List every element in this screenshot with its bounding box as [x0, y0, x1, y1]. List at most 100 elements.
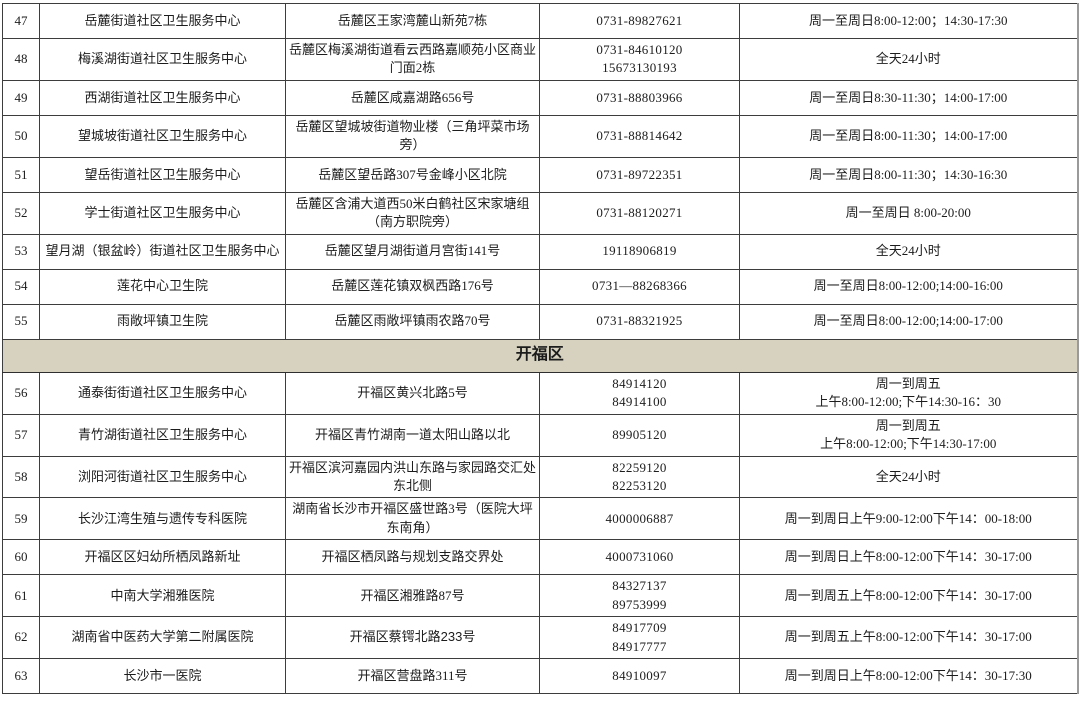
cell-hours: 全天24小时 — [739, 233, 1078, 270]
cell-address: 开福区蔡锷北路233号 — [285, 616, 540, 660]
cell-address: 岳麓区莲花镇双枫西路176号 — [285, 268, 540, 305]
cell-facility-name: 梅溪湖街道社区卫生服务中心 — [39, 38, 286, 81]
cell-hours: 周一到周五上午8:00-12:00下午14：30-17:00 — [739, 616, 1078, 660]
cell-facility-name: 长沙江湾生殖与遗传专科医院 — [39, 497, 286, 541]
cell-phone: 4000731060 — [539, 539, 740, 576]
table-row: 62 湖南省中医药大学第二附属医院 开福区蔡锷北路233号 84917709 8… — [2, 616, 1078, 660]
health-centers-table: 47 岳麓街道社区卫生服务中心 岳麓区王家湾麓山新苑7栋 0731-898276… — [2, 3, 1079, 695]
cell-index: 50 — [2, 114, 40, 158]
cell-facility-name: 望岳街道社区卫生服务中心 — [39, 156, 286, 193]
cell-facility-name: 岳麓街道社区卫生服务中心 — [39, 3, 286, 39]
table-row: 54 莲花中心卫生院 岳麓区莲花镇双枫西路176号 0731—88268366 … — [2, 268, 1078, 305]
table-row: 49 西湖街道社区卫生服务中心 岳麓区咸嘉湖路656号 0731-8880396… — [2, 79, 1078, 116]
cell-phone: 0731-84610120 15673130193 — [539, 38, 740, 81]
cell-index: 49 — [2, 79, 40, 116]
cell-phone: 84910097 — [539, 658, 740, 695]
table-row: 50 望城坡街道社区卫生服务中心 岳麓区望城坡街道物业楼（三角坪菜市场旁） 07… — [2, 114, 1078, 158]
cell-hours: 周一到周五 上午8:00-12:00;下午14:30-17:00 — [739, 413, 1078, 457]
cell-hours: 全天24小时 — [739, 455, 1078, 499]
cell-hours: 周一至周日 8:00-20:00 — [739, 191, 1078, 235]
cell-hours: 周一至周日8:00-12:00；14:30-17:30 — [739, 3, 1078, 39]
cell-hours: 周一至周日8:00-12:00;14:00-16:00 — [739, 268, 1078, 305]
cell-phone: 0731-89722351 — [539, 156, 740, 193]
cell-index: 54 — [2, 268, 40, 305]
cell-hours: 周一到周五 上午8:00-12:00;下午14:30-16：30 — [739, 371, 1078, 415]
cell-phone: 19118906819 — [539, 233, 740, 270]
cell-phone: 0731—88268366 — [539, 268, 740, 305]
cell-address: 岳麓区望岳路307号金峰小区北院 — [285, 156, 540, 193]
cell-index: 58 — [2, 455, 40, 499]
table-row: 63 长沙市一医院 开福区营盘路311号 84910097 周一到周日上午8:0… — [2, 658, 1078, 695]
cell-facility-name: 学士街道社区卫生服务中心 — [39, 191, 286, 235]
cell-facility-name: 西湖街道社区卫生服务中心 — [39, 79, 286, 116]
cell-hours: 周一至周日8:00-11:30；14:00-17:00 — [739, 114, 1078, 158]
cell-address: 开福区黄兴北路5号 — [285, 371, 540, 415]
cell-phone: 0731-88120271 — [539, 191, 740, 235]
cell-address: 湖南省长沙市开福区盛世路3号（医院大坪东南角） — [285, 497, 540, 541]
section-header-label: 开福区 — [2, 338, 1078, 373]
cell-address: 岳麓区梅溪湖街道看云西路嘉顺苑小区商业门面2栋 — [285, 38, 540, 81]
cell-address: 岳麓区雨敞坪镇雨农路70号 — [285, 303, 540, 340]
section-header-row: 开福区 — [2, 338, 1078, 373]
table-row: 53 望月湖（银盆岭）街道社区卫生服务中心 岳麓区望月湖街道月宫街141号 19… — [2, 233, 1078, 270]
cell-index: 48 — [2, 38, 40, 81]
cell-phone: 0731-88321925 — [539, 303, 740, 340]
cell-hours: 周一至周日8:00-11:30；14:30-16:30 — [739, 156, 1078, 193]
cell-address: 岳麓区咸嘉湖路656号 — [285, 79, 540, 116]
table-row: 60 开福区区妇幼所栖凤路新址 开福区栖凤路与规划支路交界处 400073106… — [2, 539, 1078, 576]
cell-hours: 周一到周日上午9:00-12:00下午14：00-18:00 — [739, 497, 1078, 541]
cell-address: 开福区栖凤路与规划支路交界处 — [285, 539, 540, 576]
cell-facility-name: 望月湖（银盆岭）街道社区卫生服务中心 — [39, 233, 286, 270]
cell-index: 56 — [2, 371, 40, 415]
cell-address: 开福区湘雅路87号 — [285, 574, 540, 618]
cell-index: 63 — [2, 658, 40, 695]
cell-hours: 周一到周日上午8:00-12:00下午14：30-17:00 — [739, 539, 1078, 576]
cell-hours: 周一到周日上午8:00-12:00下午14：30-17:30 — [739, 658, 1078, 695]
cell-index: 60 — [2, 539, 40, 576]
cell-facility-name: 青竹湖街道社区卫生服务中心 — [39, 413, 286, 457]
cell-address: 岳麓区王家湾麓山新苑7栋 — [285, 3, 540, 39]
cell-address: 开福区营盘路311号 — [285, 658, 540, 695]
table-row: 47 岳麓街道社区卫生服务中心 岳麓区王家湾麓山新苑7栋 0731-898276… — [2, 3, 1078, 39]
cell-facility-name: 通泰街街道社区卫生服务中心 — [39, 371, 286, 415]
cell-address: 岳麓区望月湖街道月宫街141号 — [285, 233, 540, 270]
cell-address: 岳麓区望城坡街道物业楼（三角坪菜市场旁） — [285, 114, 540, 158]
cell-hours: 全天24小时 — [739, 38, 1078, 81]
table-row: 59 长沙江湾生殖与遗传专科医院 湖南省长沙市开福区盛世路3号（医院大坪东南角）… — [2, 497, 1078, 541]
cell-index: 55 — [2, 303, 40, 340]
cell-index: 57 — [2, 413, 40, 457]
cell-facility-name: 长沙市一医院 — [39, 658, 286, 695]
cell-phone: 82259120 82253120 — [539, 455, 740, 499]
cell-phone: 89905120 — [539, 413, 740, 457]
table-row: 58 浏阳河街道社区卫生服务中心 开福区滨河嘉园内洪山东路与家园路交汇处东北侧 … — [2, 455, 1078, 499]
cell-index: 61 — [2, 574, 40, 618]
cell-phone: 0731-89827621 — [539, 3, 740, 39]
cell-facility-name: 雨敞坪镇卫生院 — [39, 303, 286, 340]
cell-phone: 84327137 89753999 — [539, 574, 740, 618]
cell-index: 59 — [2, 497, 40, 541]
cell-facility-name: 湖南省中医药大学第二附属医院 — [39, 616, 286, 660]
cell-facility-name: 莲花中心卫生院 — [39, 268, 286, 305]
cell-address: 开福区青竹湖南一道太阳山路以北 — [285, 413, 540, 457]
cell-facility-name: 浏阳河街道社区卫生服务中心 — [39, 455, 286, 499]
cell-phone: 84914120 84914100 — [539, 371, 740, 415]
table-row: 52 学士街道社区卫生服务中心 岳麓区含浦大道西50米白鹤社区宋家塘组（南方职院… — [2, 191, 1078, 235]
cell-index: 62 — [2, 616, 40, 660]
cell-address: 开福区滨河嘉园内洪山东路与家园路交汇处东北侧 — [285, 455, 540, 499]
table-row: 56 通泰街街道社区卫生服务中心 开福区黄兴北路5号 84914120 8491… — [2, 371, 1078, 415]
cell-hours: 周一至周日8:30-11:30；14:00-17:00 — [739, 79, 1078, 116]
cell-index: 53 — [2, 233, 40, 270]
cell-facility-name: 望城坡街道社区卫生服务中心 — [39, 114, 286, 158]
table-row: 55 雨敞坪镇卫生院 岳麓区雨敞坪镇雨农路70号 0731-88321925 周… — [2, 303, 1078, 340]
table-row: 51 望岳街道社区卫生服务中心 岳麓区望岳路307号金峰小区北院 0731-89… — [2, 156, 1078, 193]
cell-index: 52 — [2, 191, 40, 235]
cell-phone: 84917709 84917777 — [539, 616, 740, 660]
cell-index: 47 — [2, 3, 40, 39]
cell-facility-name: 开福区区妇幼所栖凤路新址 — [39, 539, 286, 576]
table-row: 61 中南大学湘雅医院 开福区湘雅路87号 84327137 89753999 … — [2, 574, 1078, 618]
cell-hours: 周一到周五上午8:00-12:00下午14：30-17:00 — [739, 574, 1078, 618]
cell-phone: 0731-88814642 — [539, 114, 740, 158]
cell-address: 岳麓区含浦大道西50米白鹤社区宋家塘组（南方职院旁） — [285, 191, 540, 235]
cell-phone: 0731-88803966 — [539, 79, 740, 116]
table-row: 48 梅溪湖街道社区卫生服务中心 岳麓区梅溪湖街道看云西路嘉顺苑小区商业门面2栋… — [2, 38, 1078, 81]
